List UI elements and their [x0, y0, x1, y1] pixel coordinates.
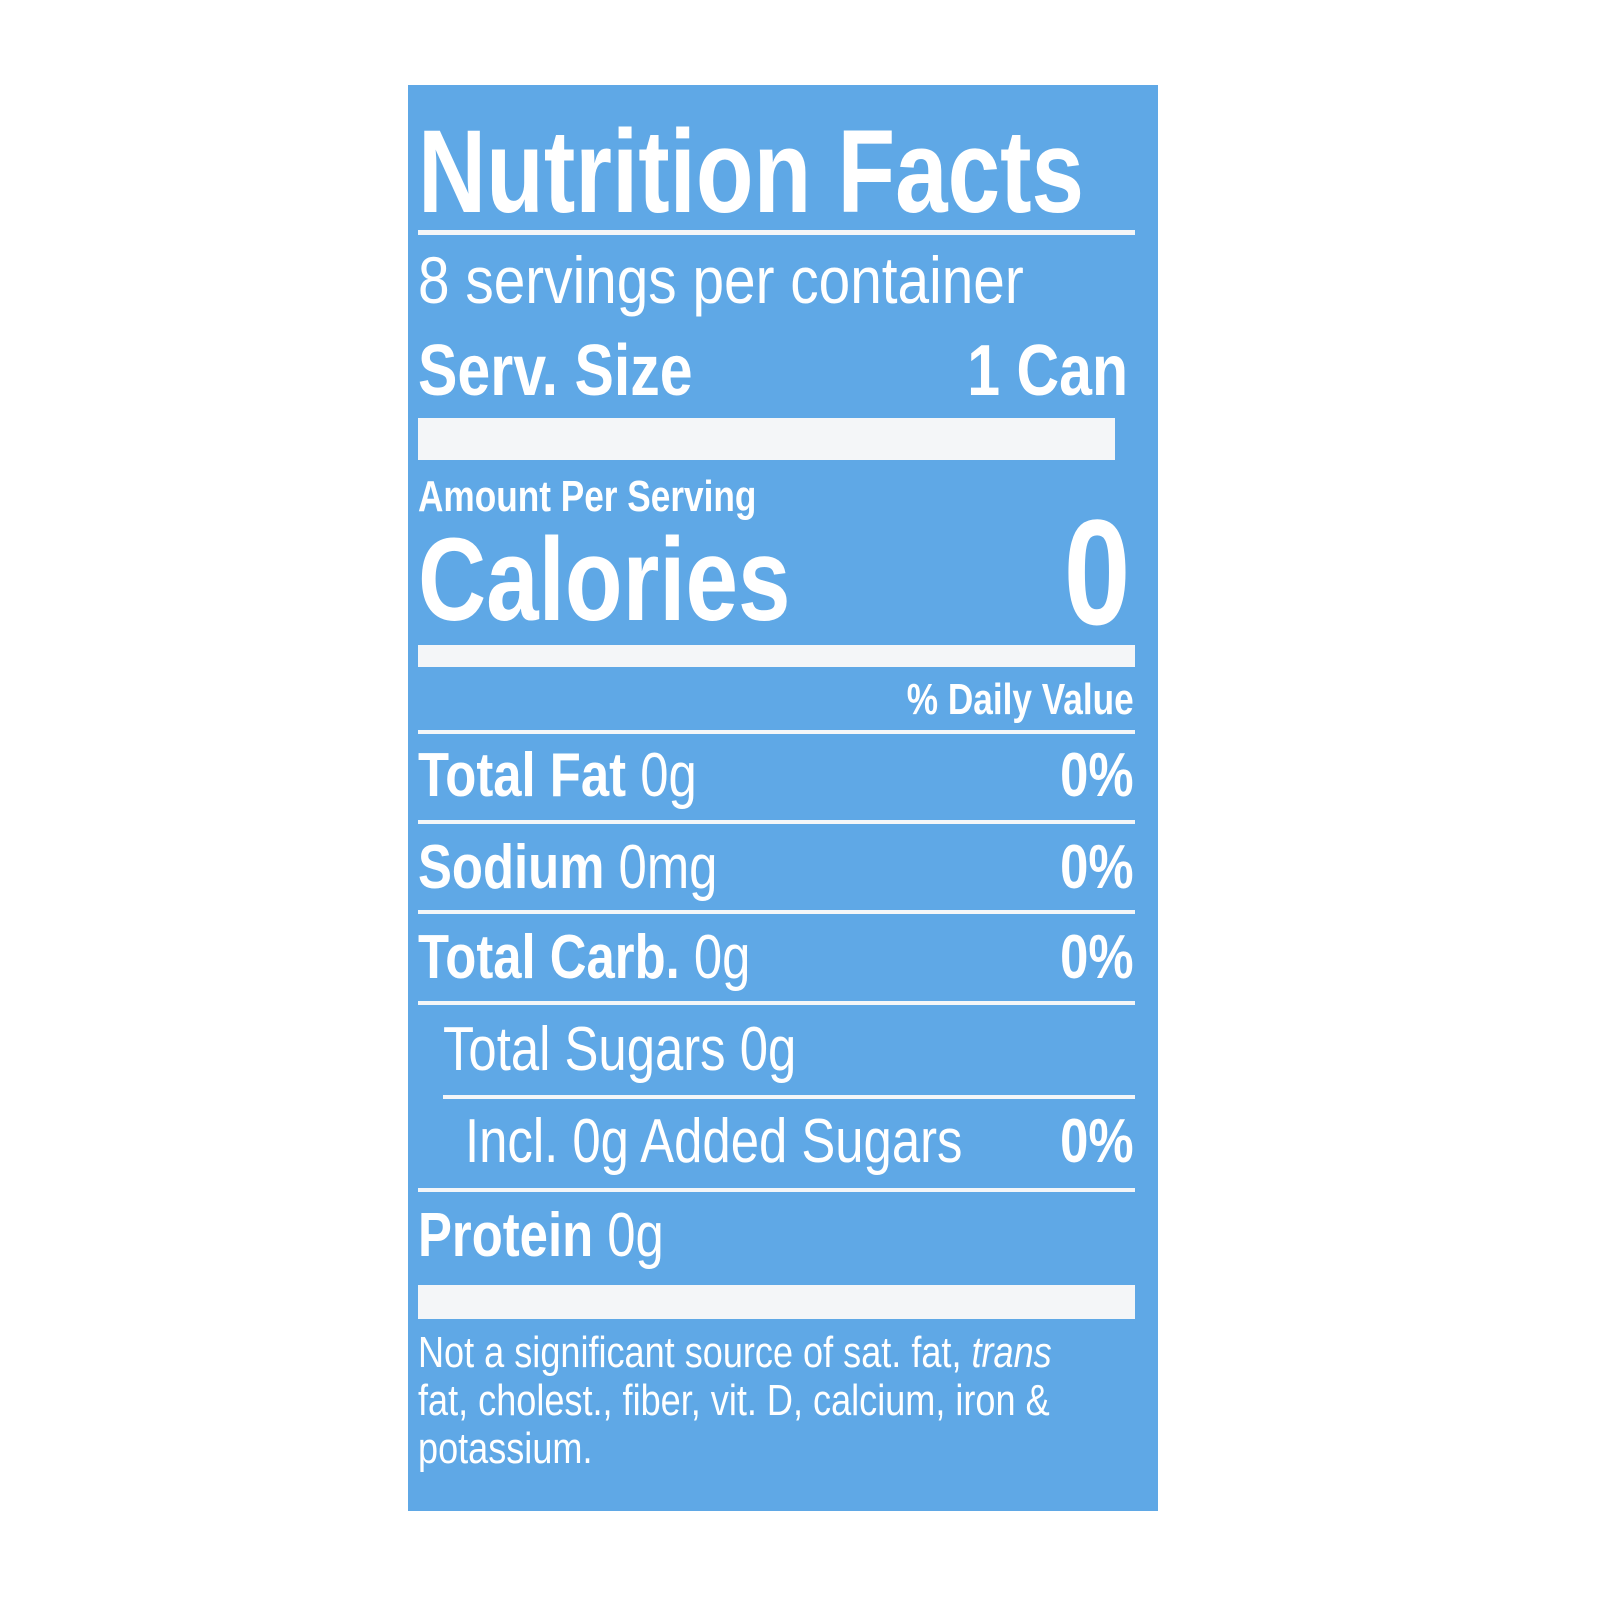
- divider: [418, 1001, 1135, 1005]
- divider: [443, 1095, 1135, 1099]
- calories-value: 0: [1063, 488, 1130, 656]
- footnote-line-3: potassium.: [418, 1424, 593, 1473]
- divider: [418, 1188, 1135, 1192]
- serving-size-value: 1 Can: [967, 331, 1128, 411]
- footnote-line-2: fat, cholest., fiber, vit. D, calcium, i…: [418, 1376, 1050, 1425]
- nutrient-label: Total Fat: [418, 741, 627, 810]
- nutrient-label: Protein: [418, 1201, 594, 1270]
- divider: [418, 910, 1135, 914]
- nutrient-sodium: Sodium 0mg: [418, 837, 717, 899]
- nutrient-dv: 0%: [1060, 741, 1134, 810]
- nutrient-dv: 0%: [1060, 833, 1134, 902]
- nutrient-amount: 0mg: [618, 833, 718, 902]
- nutrient-total-sugars: Total Sugars 0g: [443, 1015, 797, 1084]
- divider: [418, 730, 1135, 734]
- thick-divider: [418, 418, 1115, 460]
- footnote-line-1: Not a significant source of sat. fat, tr…: [418, 1331, 1052, 1375]
- nutrient-dv: 0%: [1060, 923, 1134, 992]
- nutrient-amount: 0g: [607, 1201, 664, 1270]
- footnote-text: Not a significant source of sat. fat,: [418, 1328, 972, 1377]
- nutrient-total-carb: Total Carb. 0g: [418, 927, 750, 989]
- nutrient-amount: 0g: [693, 923, 751, 992]
- amount-per-serving: Amount Per Serving: [418, 472, 757, 521]
- daily-value-header: % Daily Value: [907, 675, 1134, 724]
- nutrient-protein: Protein 0g: [418, 1205, 664, 1267]
- divider: [418, 230, 1135, 235]
- nutrient-dv: 0%: [1060, 1107, 1134, 1176]
- serving-size-label: Serv. Size: [418, 331, 693, 411]
- servings-per-container: 8 servings per container: [418, 243, 1024, 317]
- nutrient-label: Total Carb.: [418, 923, 680, 992]
- nutrient-label: Sodium: [418, 833, 605, 902]
- calories-label: Calories: [418, 514, 791, 646]
- nutrition-facts-panel: Nutrition Facts 8 servings per container…: [408, 85, 1158, 1511]
- thick-divider: [418, 1285, 1135, 1319]
- nutrient-amount: 0g: [640, 741, 697, 810]
- divider: [418, 820, 1135, 824]
- footnote-italic: trans: [971, 1328, 1052, 1377]
- title: Nutrition Facts: [418, 106, 1085, 238]
- medium-divider: [418, 645, 1135, 667]
- nutrient-total-fat: Total Fat 0g: [418, 745, 697, 807]
- nutrient-added-sugars: Incl. 0g Added Sugars: [465, 1107, 963, 1176]
